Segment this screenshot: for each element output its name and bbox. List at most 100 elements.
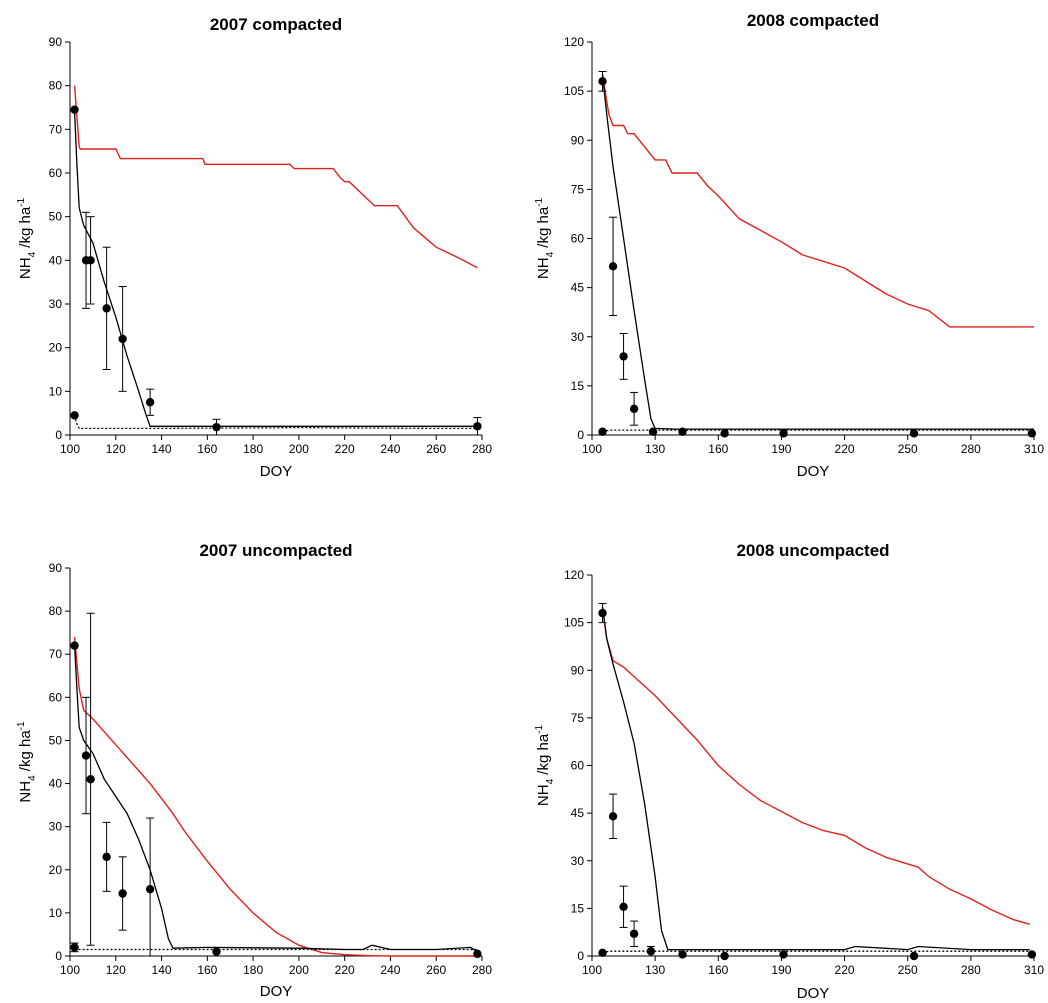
data-point: [646, 947, 656, 956]
y-tick-label: 80: [49, 79, 63, 93]
series-line-black: [73, 645, 478, 953]
x-axis-label: DOY: [260, 983, 293, 1000]
x-tick-label: 310: [1024, 442, 1044, 456]
data-point: [212, 947, 221, 956]
y-tick-label: 105: [564, 616, 584, 630]
y-tick-label: 60: [49, 690, 63, 704]
series-line-black: [601, 606, 1030, 951]
y-tick-label: 10: [49, 906, 63, 920]
x-tick-label: 280: [961, 442, 981, 456]
x-tick-label: 220: [835, 963, 855, 977]
x-tick-label: 280: [472, 442, 492, 456]
y-tick-label: 50: [49, 210, 63, 224]
data-point: [86, 775, 95, 784]
y-tick-label: 30: [49, 297, 63, 311]
x-tick-label: 120: [106, 963, 126, 977]
x-tick-label: 180: [243, 963, 263, 977]
x-tick-label: 160: [197, 442, 217, 456]
y-axis-label-units: /kg ha: [535, 206, 552, 252]
y-tick-label: 10: [49, 384, 63, 398]
y-tick-label: 40: [49, 253, 63, 267]
y-tick-label: 70: [49, 647, 63, 661]
data-point: [102, 304, 111, 313]
series-line-black: [73, 111, 478, 427]
y-axis-label-main: NH: [535, 784, 552, 806]
y-axis-label-main: NH: [17, 257, 34, 279]
data-point: [102, 852, 111, 862]
series-line-red: [73, 85, 478, 269]
x-axis-label: DOY: [797, 463, 830, 480]
y-tick-label: 60: [49, 166, 63, 180]
x-tick-label: 100: [60, 442, 80, 456]
series-line-dotted: [602, 950, 1030, 954]
data-point: [473, 422, 482, 431]
y-tick-label: 30: [571, 330, 585, 344]
data-point: [598, 948, 607, 958]
y-tick-label: 45: [571, 281, 585, 295]
chart-panel: 2008 compacted 0 15 30 45 60 75 90 105 120 100 130 1…: [534, 11, 1044, 480]
data-point: [70, 641, 79, 650]
data-point: [118, 334, 127, 344]
y-axis-label-sup: -1: [534, 197, 545, 206]
x-tick-label: 100: [582, 963, 602, 977]
data-point: [70, 943, 79, 952]
x-tick-label: 220: [835, 442, 855, 456]
y-axis-label-main: NH: [17, 781, 34, 803]
chart-title: 2008 uncompacted: [736, 541, 889, 560]
y-axis-label-sub: 4: [545, 251, 556, 257]
x-tick-label: 250: [898, 442, 918, 456]
data-point: [145, 398, 155, 407]
y-tick-label: 90: [571, 133, 585, 147]
data-point: [70, 411, 79, 420]
y-tick-label: 15: [571, 379, 585, 393]
x-tick-label: 200: [289, 442, 309, 456]
y-tick-label: 60: [571, 759, 585, 773]
y-tick-label: 105: [564, 84, 584, 98]
y-tick-label: 90: [49, 561, 63, 575]
y-tick-label: 70: [49, 122, 63, 136]
y-tick-label: 90: [49, 35, 63, 49]
chart-title: 2008 compacted: [747, 11, 879, 30]
chart-panel: 2007 uncompacted 0 10 20 30 40 50 60 70 80 90 100 12…: [16, 541, 492, 1000]
data-point: [70, 105, 79, 114]
y-tick-label: 20: [49, 341, 63, 355]
x-tick-label: 180: [243, 442, 263, 456]
y-axis-label-units: /kg ha: [17, 730, 34, 776]
y-tick-label: 15: [571, 901, 585, 915]
y-tick-label: 0: [577, 949, 584, 963]
x-tick-label: 130: [645, 963, 665, 977]
x-tick-label: 220: [335, 442, 355, 456]
y-tick-label: 0: [55, 949, 62, 963]
data-point: [678, 427, 687, 436]
data-point: [473, 949, 482, 959]
x-tick-label: 310: [1024, 963, 1044, 977]
x-tick-label: 160: [708, 442, 728, 456]
y-tick-label: 75: [571, 182, 585, 196]
data-point: [779, 429, 788, 438]
y-tick-label: 40: [49, 777, 63, 791]
data-point: [598, 77, 607, 86]
data-point: [629, 929, 639, 938]
data-point: [909, 951, 919, 961]
y-tick-label: 50: [49, 733, 63, 747]
y-axis-label-sub: 4: [545, 778, 556, 784]
x-tick-label: 140: [152, 442, 172, 456]
y-tick-label: 45: [571, 806, 585, 820]
x-tick-label: 130: [645, 442, 665, 456]
y-tick-label: 0: [577, 428, 584, 442]
data-point: [619, 352, 628, 361]
x-tick-label: 280: [472, 963, 492, 977]
y-axis-label: NH4 /kg ha-1: [534, 197, 556, 279]
chart-title: 2007 uncompacted: [199, 541, 352, 560]
x-tick-label: 220: [335, 963, 355, 977]
data-point: [598, 427, 607, 436]
data-point: [145, 884, 155, 894]
x-tick-label: 240: [380, 963, 400, 977]
data-point: [779, 950, 788, 959]
x-axis-label: DOY: [797, 985, 830, 1002]
y-axis-label-main: NH: [535, 257, 552, 279]
y-tick-label: 90: [571, 663, 585, 677]
series-line-black: [601, 74, 1034, 430]
data-point: [1027, 429, 1037, 438]
